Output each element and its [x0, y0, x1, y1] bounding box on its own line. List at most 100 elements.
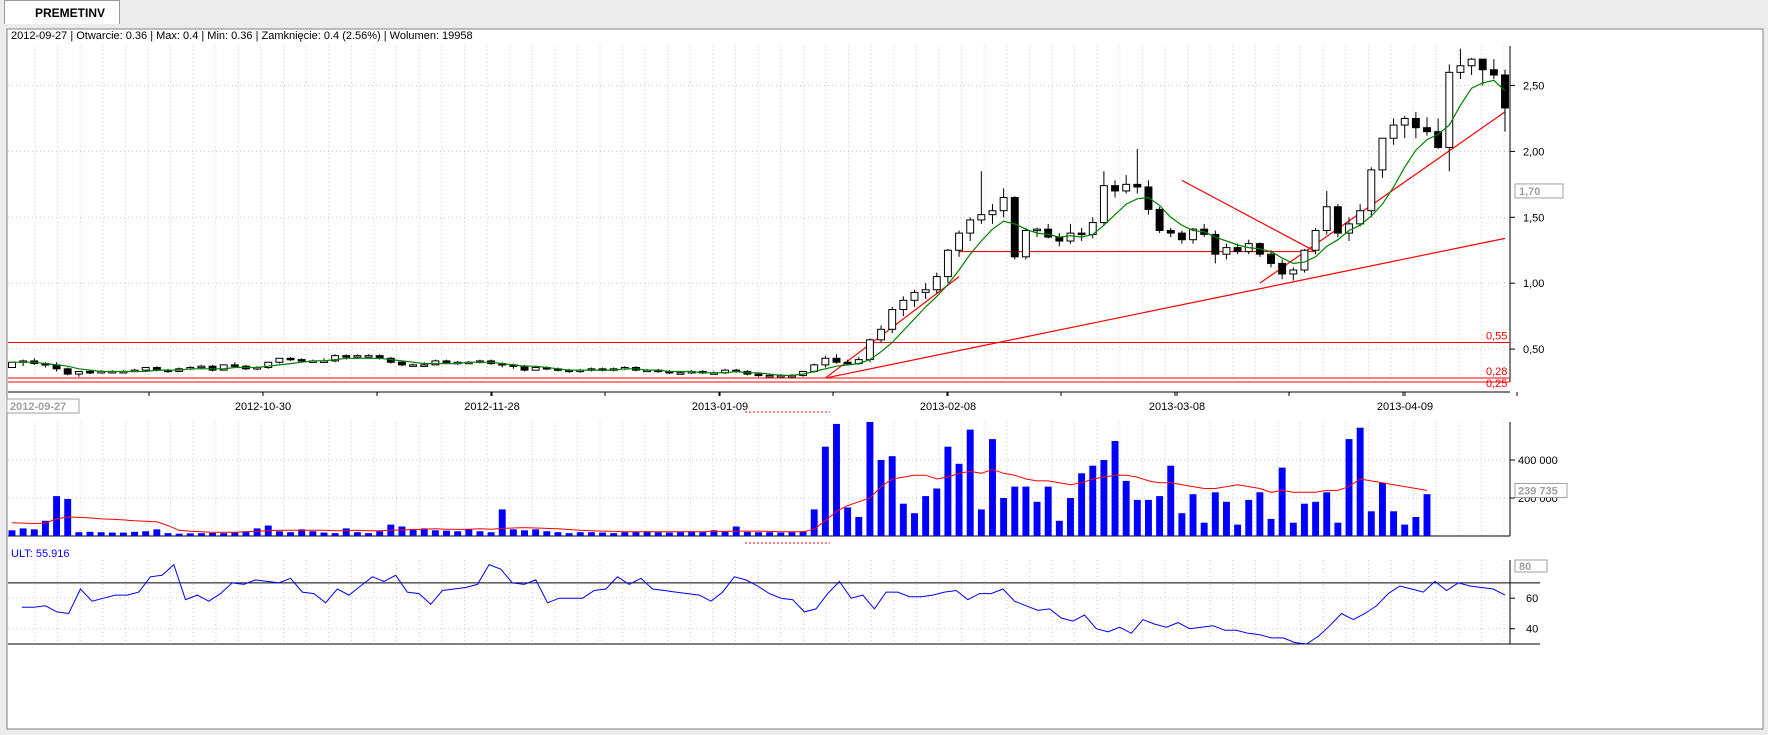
- price-panel[interactable]: 0,50 1,00 1,50 2,00 2,50 0,55 0,280,25 1,70: [8, 46, 1564, 390]
- volume-bar: [833, 423, 840, 536]
- candle-body: [1278, 262, 1287, 275]
- candle-body: [888, 309, 897, 330]
- oscillator-last-label: 80: [1519, 561, 1531, 573]
- candle: [297, 358, 306, 363]
- oscillator-label: ULT: 55.916: [11, 548, 70, 560]
- candle-body: [1445, 71, 1454, 148]
- volume-bar: [209, 532, 217, 536]
- candle-body: [353, 355, 362, 358]
- volume-bar: [1256, 492, 1264, 536]
- oscillator-tick-label: 40: [1526, 624, 1538, 636]
- volume-bar: [1412, 517, 1420, 536]
- candle-body: [1066, 232, 1075, 242]
- candle-body: [1489, 69, 1498, 76]
- candle-body: [1177, 232, 1186, 241]
- candle: [1010, 196, 1019, 260]
- volume-bar: [498, 509, 506, 536]
- volume-bar: [532, 529, 540, 536]
- volume-bar: [1033, 501, 1041, 536]
- volume-bar: [777, 532, 785, 536]
- candle: [888, 306, 897, 334]
- candle-body: [297, 359, 306, 362]
- candle-body: [1289, 269, 1298, 275]
- candle-body: [1166, 229, 1175, 234]
- candle-body: [1222, 247, 1231, 255]
- candle: [1311, 227, 1320, 255]
- candle: [1155, 206, 1164, 234]
- volume-bar: [331, 533, 339, 536]
- volume-bar: [1234, 524, 1242, 536]
- volume-bar: [677, 531, 684, 536]
- volume-bar: [1401, 524, 1409, 536]
- candle-body: [1211, 233, 1220, 255]
- volume-bar: [1078, 473, 1086, 536]
- volume-bar: [788, 532, 796, 536]
- volume-bar: [298, 529, 306, 536]
- last-volume-box: [1514, 482, 1568, 498]
- volume-bar: [632, 531, 640, 536]
- candle-body: [865, 339, 874, 361]
- volume-bar: [1223, 501, 1230, 536]
- volume-tick-label: 400 000: [1518, 455, 1558, 467]
- candle-body: [1155, 208, 1164, 231]
- candle-body: [1233, 247, 1242, 253]
- candle-body: [1322, 206, 1331, 231]
- volume-bar: [1289, 522, 1297, 536]
- candle: [1467, 57, 1476, 75]
- tab-premetinv[interactable]: PREMETINV: [4, 0, 120, 24]
- volume-bar: [97, 532, 105, 536]
- candle-body: [1333, 206, 1342, 234]
- volume-bar: [86, 531, 94, 536]
- candle: [754, 372, 763, 377]
- chart-area[interactable]: 2012-09-27 | Otwarcie: 0.36 | Max: 0.4 |…: [0, 24, 1768, 735]
- volume-bar: [955, 463, 963, 536]
- candle: [1222, 243, 1231, 260]
- volume-bar: [1312, 501, 1320, 536]
- candle-body: [1400, 117, 1409, 126]
- candle: [1478, 58, 1487, 86]
- volume-bar: [576, 532, 584, 536]
- volume-bar: [911, 513, 918, 536]
- candle: [821, 355, 830, 368]
- candle-body: [264, 361, 273, 369]
- volume-bar: [1211, 492, 1219, 536]
- candle: [353, 354, 362, 359]
- candle: [364, 354, 373, 358]
- candle-body: [1267, 253, 1275, 264]
- volume-bar: [621, 532, 629, 536]
- candle-body: [910, 291, 919, 301]
- last-volume-label: 239 735: [1518, 485, 1558, 497]
- price-moving-average: [12, 79, 1506, 376]
- candle-body: [230, 364, 239, 367]
- volume-bar: [855, 517, 863, 536]
- volume-bar: [119, 532, 127, 536]
- candle: [74, 370, 83, 377]
- volume-bar: [8, 530, 16, 536]
- volume-bar: [654, 532, 662, 536]
- candle-body: [409, 364, 418, 367]
- candle-body: [431, 360, 440, 366]
- volume-bar: [1300, 503, 1308, 536]
- candle-body: [1501, 74, 1509, 109]
- candle: [1378, 137, 1387, 178]
- date-tick-label: 2013-01-09: [692, 401, 748, 413]
- volume-bar: [320, 532, 328, 536]
- candle-body: [8, 361, 16, 369]
- candle-body: [531, 367, 540, 371]
- volume-bar: [220, 533, 228, 536]
- volume-moving-average: [11, 468, 1428, 533]
- horizontal-level-label: 0,55: [1486, 330, 1507, 342]
- candle-body: [286, 357, 295, 361]
- candle-body: [1099, 185, 1108, 224]
- volume-bar: [186, 533, 194, 536]
- volume-bar: [1200, 522, 1208, 536]
- volume-bar: [1000, 498, 1008, 536]
- tab-bar: PREMETINV: [0, 0, 1768, 24]
- oscillator-last-box: [1514, 559, 1548, 573]
- oscillator-panel[interactable]: ULT: 55.916 40 60 80: [8, 548, 1548, 645]
- candle: [275, 357, 284, 364]
- volume-bar: [699, 532, 707, 536]
- volume-bar: [465, 529, 473, 536]
- candle: [1411, 111, 1420, 139]
